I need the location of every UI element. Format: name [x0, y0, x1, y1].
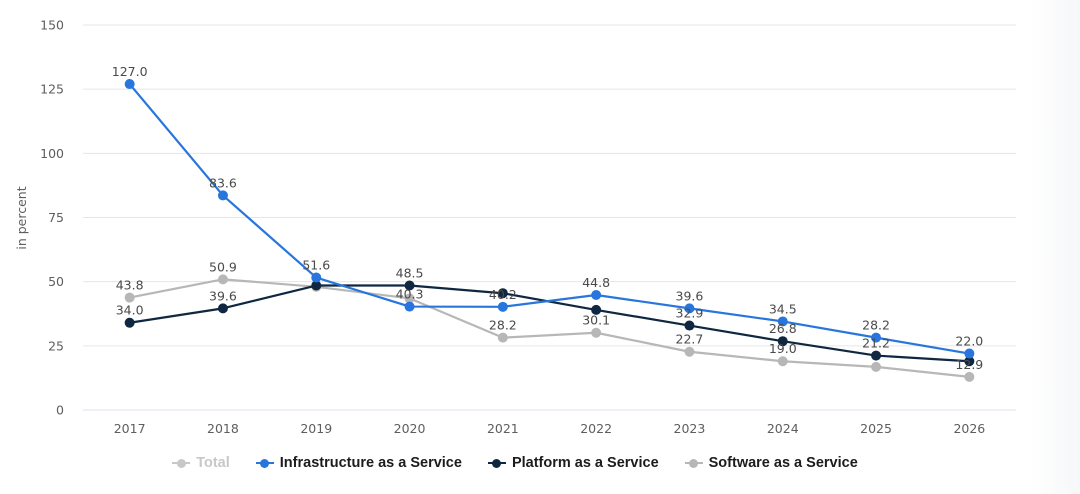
series-line [129, 278, 970, 378]
x-tick-label: 2020 [394, 421, 426, 436]
data-point[interactable] [124, 79, 135, 90]
legend-item-paas[interactable]: Platform as a Service [487, 455, 659, 471]
y-axis-ticks: 0 25 50 75 100 125 150 [40, 18, 64, 418]
data-label: 83.6 [209, 175, 237, 190]
data-label: 34.5 [769, 301, 797, 316]
legend-marker-icon [255, 458, 274, 468]
data-label: 34.0 [116, 303, 144, 318]
y-tick-label: 125 [40, 82, 64, 97]
right-edge-fade [1030, 0, 1080, 494]
data-labels: 43.8 50.9 28.2 30.1 22.7 19.0 12.9 34.0 39.6 48.5… [112, 64, 984, 372]
data-label: 19.0 [769, 341, 797, 356]
data-label: 30.1 [582, 313, 610, 328]
data-point[interactable] [777, 316, 788, 327]
data-point[interactable] [591, 327, 602, 338]
x-tick-label: 2018 [207, 421, 239, 436]
data-point[interactable] [404, 293, 415, 304]
data-point[interactable] [684, 320, 695, 331]
data-point[interactable] [404, 280, 415, 291]
x-tick-label: 2019 [300, 421, 332, 436]
data-label: 28.2 [862, 318, 890, 333]
x-tick-label: 2022 [580, 421, 612, 436]
data-point[interactable] [497, 288, 508, 299]
data-point[interactable] [871, 361, 882, 372]
legend-marker-icon [487, 458, 506, 468]
data-point[interactable] [591, 290, 602, 301]
y-tick-label: 50 [48, 274, 64, 289]
series-line [129, 284, 970, 363]
x-tick-label: 2026 [953, 421, 985, 436]
data-point[interactable] [217, 190, 228, 201]
data-label: 22.7 [676, 332, 704, 347]
data-point[interactable] [964, 348, 975, 359]
legend-label: Total [196, 455, 230, 471]
data-label: 40.3 [396, 287, 424, 302]
data-point[interactable] [497, 301, 508, 312]
y-tick-label: 0 [56, 403, 64, 418]
x-tick-label: 2021 [487, 421, 519, 436]
data-label: 26.8 [769, 321, 797, 336]
data-point[interactable] [684, 303, 695, 314]
series-platform-as-a-service [124, 280, 975, 367]
y-tick-label: 75 [48, 210, 64, 225]
data-point[interactable] [777, 336, 788, 347]
legend: Total Infrastructure as a Service Platfo… [0, 455, 1030, 471]
data-label: 50.9 [209, 259, 237, 274]
series-infrastructure-as-a-service [124, 79, 975, 359]
data-point[interactable] [684, 346, 695, 357]
data-point[interactable] [124, 292, 135, 303]
data-point[interactable] [871, 350, 882, 361]
legend-marker-icon [172, 458, 191, 468]
data-label: 21.2 [862, 336, 890, 351]
y-tick-label: 150 [40, 18, 64, 33]
legend-label: Software as a Service [708, 455, 858, 471]
data-label: 51.6 [302, 258, 330, 273]
data-point[interactable] [311, 280, 322, 291]
data-label: 127.0 [112, 64, 148, 79]
data-point[interactable] [217, 303, 228, 314]
series-software-as-a-service [124, 274, 975, 382]
legend-item-iaas[interactable]: Infrastructure as a Service [255, 455, 462, 471]
data-label: 44.8 [582, 275, 610, 290]
data-label: 32.9 [676, 306, 704, 321]
legend-marker-icon [684, 458, 703, 468]
legend-item-saas[interactable]: Software as a Service [684, 455, 858, 471]
data-point[interactable] [217, 274, 228, 285]
data-point[interactable] [964, 371, 975, 382]
data-point[interactable] [124, 317, 135, 328]
data-point[interactable] [964, 356, 975, 367]
y-tick-label: 100 [40, 146, 64, 161]
legend-item-total[interactable]: Total [172, 455, 230, 471]
series-line [128, 83, 970, 355]
data-point[interactable] [871, 332, 882, 343]
data-label: 22.0 [955, 334, 983, 349]
data-point[interactable] [404, 301, 415, 312]
x-tick-label: 2017 [114, 421, 146, 436]
data-label: 28.2 [489, 318, 517, 333]
legend-label: Infrastructure as a Service [279, 455, 462, 471]
y-axis-label: in percent [14, 186, 29, 249]
x-axis-ticks: 2017 2018 2019 2020 2021 2022 2023 2024 2025 2026 [114, 421, 986, 436]
data-label: 39.6 [209, 288, 237, 303]
data-point[interactable] [777, 356, 788, 367]
data-label: 43.8 [116, 278, 144, 293]
x-tick-label: 2025 [860, 421, 892, 436]
data-label: 48.5 [396, 266, 424, 281]
x-tick-label: 2024 [767, 421, 799, 436]
x-tick-label: 2023 [674, 421, 706, 436]
legend-label: Platform as a Service [511, 455, 659, 471]
y-tick-label: 25 [48, 338, 64, 353]
series-group [124, 79, 975, 382]
data-point[interactable] [591, 304, 602, 315]
data-label: 12.9 [955, 357, 983, 372]
data-label: 39.6 [676, 288, 704, 303]
data-point[interactable] [311, 272, 322, 283]
data-point[interactable] [497, 332, 508, 343]
data-label: 40.2 [489, 287, 517, 302]
